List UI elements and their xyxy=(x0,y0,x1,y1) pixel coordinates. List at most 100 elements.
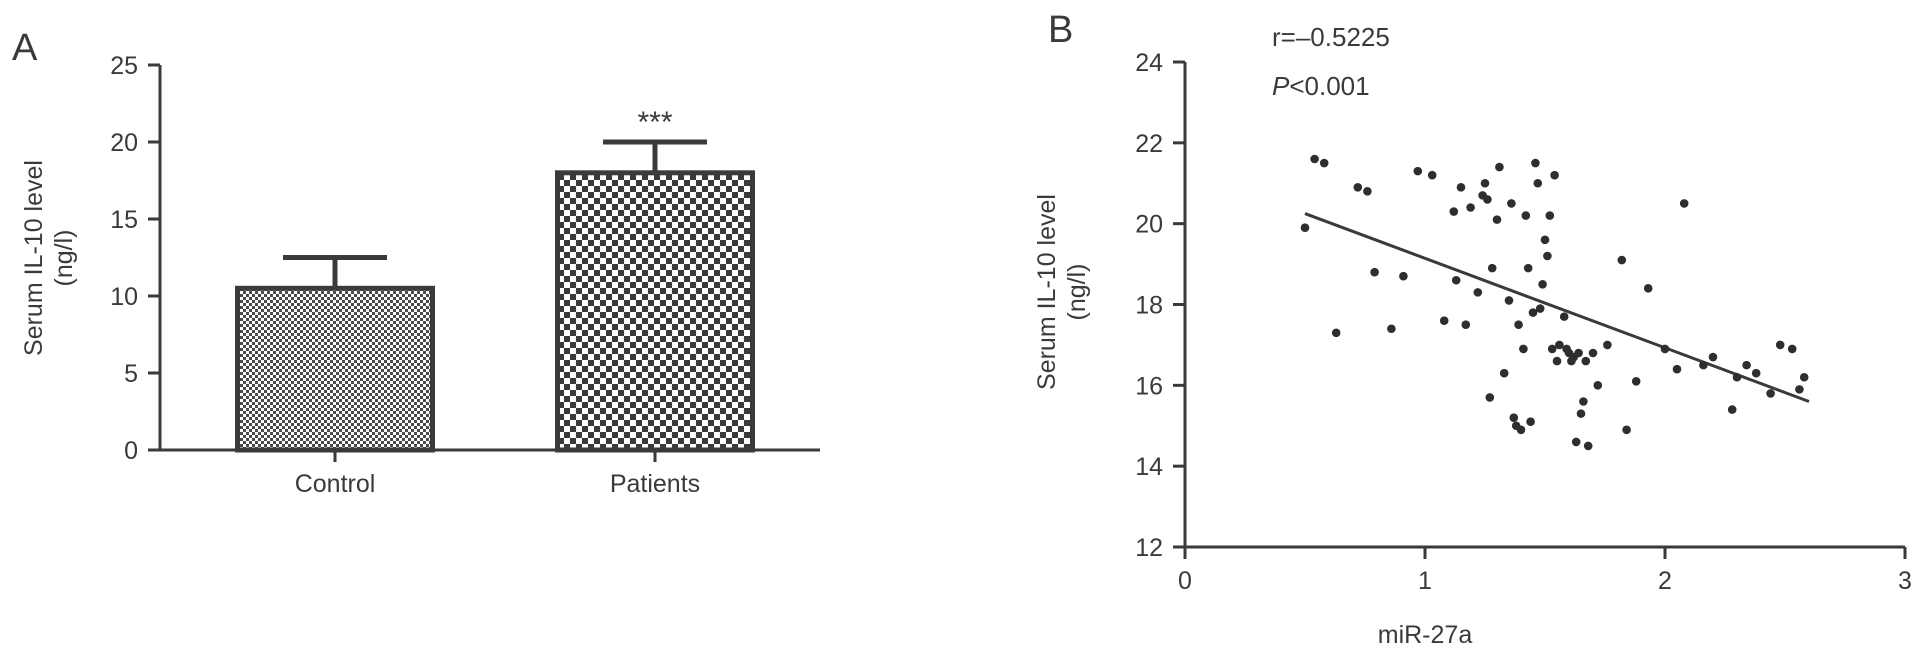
panel-b-data-point xyxy=(1461,320,1471,330)
panel-b-data-point xyxy=(1775,340,1785,350)
panel-b-scatter-plot: B r=–0.5225 P<0.001 Serum IL-10 level (n… xyxy=(1033,9,1912,649)
panel-b-data-point xyxy=(1363,187,1372,196)
panel-b-data-point xyxy=(1622,425,1631,435)
panel-b-data-point xyxy=(1319,158,1329,168)
panel-b-data-point xyxy=(1507,199,1516,208)
panel-label-b: B xyxy=(1048,9,1073,51)
panel-b-data-point xyxy=(1699,360,1708,370)
panel-b-data-point xyxy=(1483,195,1492,204)
panel-b-y-tick-label: 22 xyxy=(1135,130,1163,158)
panel-b-x-tick-label: 0 xyxy=(1178,567,1192,595)
panel-b-data-point xyxy=(1495,162,1504,172)
panel-b-data-point xyxy=(1593,381,1603,390)
panel-b-x-axis-label: miR-27a xyxy=(1378,621,1473,649)
panel-b-data-point xyxy=(1672,364,1682,374)
panel-b-data-point xyxy=(1528,308,1538,317)
panel-a-y-axis-label-line1: Serum IL-10 level xyxy=(20,160,48,356)
panel-b-data-point xyxy=(1574,348,1583,358)
panel-a-y-tick-label: 15 xyxy=(110,206,138,234)
panel-b-data-point xyxy=(1766,389,1775,398)
panel-b-data-point xyxy=(1466,203,1475,212)
panel-b-y-tick-label: 20 xyxy=(1135,211,1163,239)
panel-a-bar-chart: A Serum IL-10 level (ng/l) 0 5 10 15 20 25 Co… xyxy=(12,27,820,498)
panel-b-y-axis-label-line1: Serum IL-10 level xyxy=(1033,194,1061,390)
panel-b-data-point xyxy=(1456,182,1466,192)
panel-b-y-tick-label: 12 xyxy=(1135,534,1163,562)
panel-a-y-tick-label: 10 xyxy=(110,283,138,311)
panel-b-data-point xyxy=(1331,328,1341,338)
panel-b-y-tick-label: 16 xyxy=(1135,372,1163,400)
panel-b-data-point xyxy=(1583,441,1593,451)
panel-a-bars: Control Patients *** xyxy=(235,106,755,498)
panel-b-data-point xyxy=(1799,372,1809,382)
panel-b-data-point xyxy=(1631,376,1641,386)
panel-b-points xyxy=(1300,154,1809,451)
panel-b-data-point xyxy=(1732,372,1742,382)
panel-b-data-point xyxy=(1451,275,1461,285)
panel-a-y-tick-label: 25 xyxy=(110,52,138,80)
panel-label-a: A xyxy=(12,27,38,69)
panel-b-data-point xyxy=(1727,405,1737,414)
panel-b-data-point xyxy=(1387,324,1396,334)
panel-b-data-point xyxy=(1588,348,1598,358)
panel-b-y-tick-label: 18 xyxy=(1135,292,1163,320)
panel-b-data-point xyxy=(1571,437,1581,447)
panel-b-data-point xyxy=(1531,158,1540,168)
panel-a-y-tick-label: 5 xyxy=(124,360,138,388)
panel-b-data-point xyxy=(1523,263,1533,273)
panel-b-data-point xyxy=(1370,267,1379,277)
p-value-threshold: <0.001 xyxy=(1289,71,1369,101)
panel-b-data-point xyxy=(1538,279,1547,289)
panel-b-data-point xyxy=(1643,284,1653,293)
panel-a-y-tick-label: 0 xyxy=(124,437,138,465)
correlation-r-value: r=–0.5225 xyxy=(1272,22,1390,52)
panel-a-y-axis-label: Serum IL-10 level (ng/l) xyxy=(20,160,78,356)
panel-b-data-point xyxy=(1519,344,1528,354)
panel-b-data-point xyxy=(1535,304,1545,313)
panel-b-data-point xyxy=(1310,154,1319,164)
panel-b-y-axis-label-line2: (ng/l) xyxy=(1063,264,1091,321)
panel-b-data-point xyxy=(1787,344,1797,354)
panel-a-x-tick-label: Patients xyxy=(610,470,700,498)
panel-b-data-point xyxy=(1660,344,1670,354)
panel-b-data-point xyxy=(1413,166,1423,176)
panel-b-data-point xyxy=(1550,170,1559,180)
panel-b-data-point xyxy=(1427,170,1437,180)
panel-b-y-tick-label: 24 xyxy=(1135,49,1163,77)
panel-b-data-point xyxy=(1473,288,1483,297)
panel-b-data-point xyxy=(1509,413,1519,422)
panel-b-data-point xyxy=(1504,296,1514,305)
panel-b-data-point xyxy=(1487,263,1497,273)
panel-b-x-tick-label: 2 xyxy=(1658,567,1672,595)
panel-a-bar xyxy=(235,285,435,453)
panel-b-regression-line xyxy=(1304,212,1810,403)
panel-b-data-point xyxy=(1439,316,1449,325)
panel-b-data-point xyxy=(1555,340,1564,350)
panel-b-data-point xyxy=(1526,417,1535,427)
p-value-symbol: P xyxy=(1272,71,1290,101)
panel-b-data-point xyxy=(1492,215,1502,224)
panel-a-x-tick-label: Control xyxy=(295,470,376,498)
panel-b-data-point xyxy=(1576,409,1586,418)
panel-b-data-point xyxy=(1679,199,1689,208)
panel-a-bar xyxy=(555,170,755,453)
panel-b-data-point xyxy=(1579,397,1588,406)
panel-a-y-axis-label-line2: (ng/l) xyxy=(50,230,78,287)
panel-b-data-point xyxy=(1540,235,1550,245)
panel-b-data-point xyxy=(1543,251,1552,261)
panel-b-data-point xyxy=(1514,320,1523,330)
panel-a-significance-marker: *** xyxy=(637,106,672,139)
panel-b-data-point xyxy=(1552,356,1562,366)
panel-b-data-point xyxy=(1499,368,1509,378)
panel-b-data-point xyxy=(1545,211,1555,220)
panel-b-data-point xyxy=(1559,312,1569,321)
panel-b-data-point xyxy=(1617,255,1627,265)
panel-b-data-point xyxy=(1353,182,1363,192)
panel-b-data-point xyxy=(1581,356,1591,366)
panel-b-data-point xyxy=(1751,368,1761,378)
panel-b-data-point xyxy=(1516,425,1526,435)
panel-b-data-point xyxy=(1300,223,1310,233)
panel-b-data-point xyxy=(1399,271,1408,281)
